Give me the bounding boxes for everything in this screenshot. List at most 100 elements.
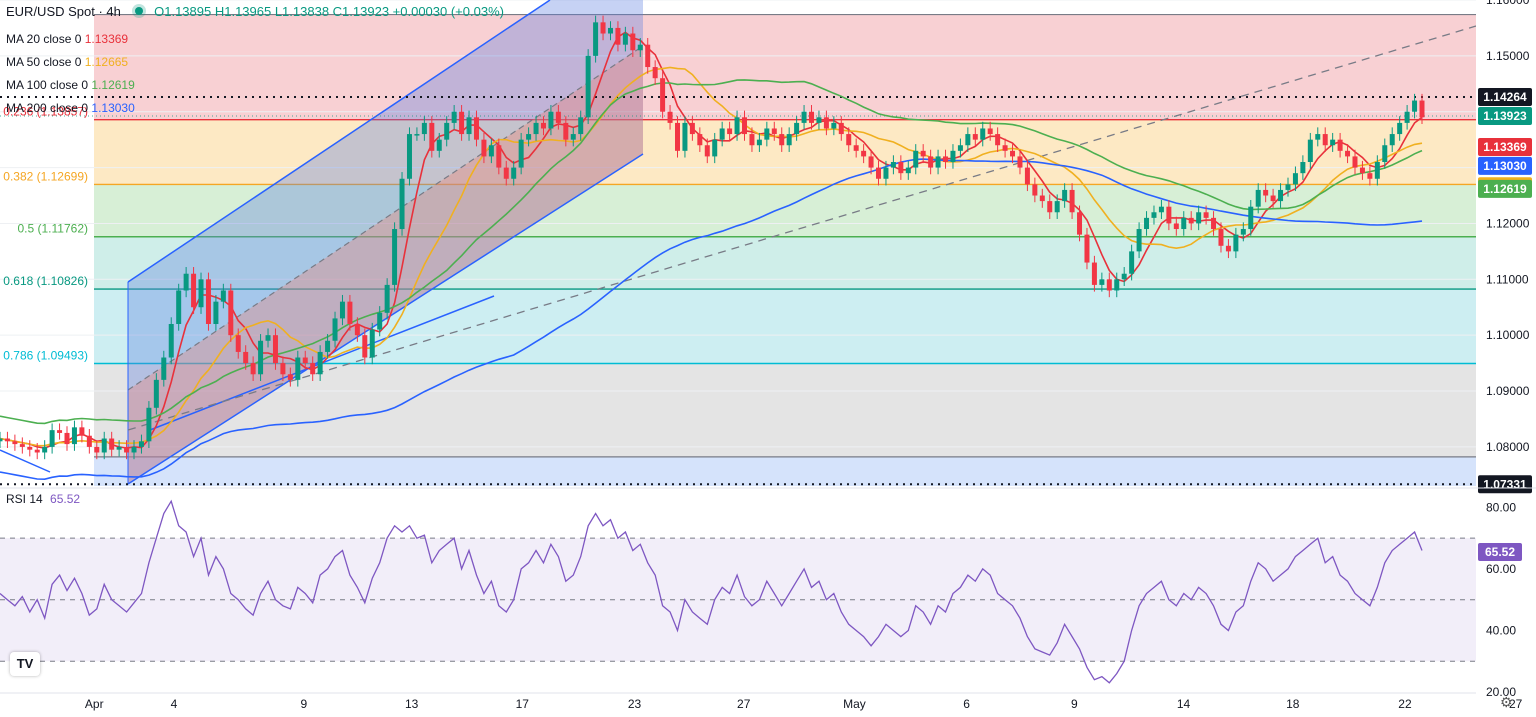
candle-body [27, 446, 33, 450]
candle [4, 431, 10, 449]
rsi-tick-label: 40.00 [1486, 623, 1516, 637]
candle [1240, 222, 1246, 242]
candle-body [496, 145, 502, 168]
candle-body [1240, 229, 1246, 235]
fib-zone [94, 14, 1476, 120]
rsi-header[interactable]: RSI 14 65.52 [6, 492, 80, 506]
trend-line-left [0, 449, 51, 473]
candle [689, 116, 695, 141]
candle-body [786, 134, 792, 146]
candle-body [637, 44, 643, 51]
candle [1069, 183, 1075, 219]
candle-body [809, 111, 815, 123]
candle-body [1278, 189, 1284, 202]
candle-body [473, 117, 479, 140]
legend-ma100[interactable]: MA 100 close 0 1.12619 [6, 74, 135, 97]
ma-line-2 [0, 79, 1423, 425]
candle [1412, 93, 1418, 119]
time-tick-label: 9 [1071, 697, 1078, 711]
gear-icon[interactable]: ⚙ [1500, 694, 1513, 710]
candle [243, 345, 249, 370]
candle-body [362, 335, 368, 358]
candle [377, 306, 383, 337]
price-tick-label: 1.10000 [1486, 328, 1530, 342]
candle-body [868, 156, 874, 168]
price-tick-label: 1.09000 [1486, 384, 1530, 398]
candle-body [205, 279, 211, 324]
legend-ma200[interactable]: MA 200 close 0 1.13030 [6, 97, 135, 120]
candle-body [1173, 223, 1179, 230]
rsi-value: 65.52 [50, 492, 81, 506]
fib-label-0.236: 0.236 (1.13857) [3, 105, 88, 119]
fib-zone [94, 289, 1476, 364]
candle-body [109, 438, 115, 450]
candle [786, 127, 792, 152]
candle-body [176, 290, 182, 324]
candle-body [295, 357, 301, 380]
symbol-title[interactable]: EUR/USD Spot · 4h [6, 4, 121, 19]
candle-body [1359, 167, 1365, 174]
candle-body [898, 162, 904, 174]
price-tick-label: 1.11000 [1486, 272, 1529, 286]
candle-body [1315, 134, 1321, 140]
candle-body [727, 128, 733, 135]
candle [570, 127, 576, 147]
candle [325, 334, 331, 359]
candle [436, 132, 442, 158]
candle [861, 144, 867, 164]
candle-body [459, 111, 465, 135]
candle [727, 121, 733, 141]
legend-ma100-label: MA 100 close 0 [6, 78, 89, 92]
candle [957, 138, 963, 158]
candle [213, 294, 219, 331]
fib-zone [94, 236, 1476, 290]
candle-body [1047, 201, 1053, 213]
candle [1367, 166, 1373, 186]
candle [756, 132, 762, 152]
candle [287, 367, 293, 387]
candle-body [593, 22, 599, 56]
price-tick-label: 1.12000 [1486, 216, 1530, 230]
candle [950, 144, 956, 169]
candle-body [1039, 195, 1045, 202]
candle [1062, 183, 1068, 208]
candle [101, 431, 107, 460]
candle-body [399, 178, 405, 230]
candle [1121, 267, 1127, 287]
candle [540, 116, 546, 136]
candle-body [19, 444, 25, 447]
fib-label-0.5: 0.5 (1.11762) [18, 222, 89, 236]
candle-body [697, 134, 703, 146]
rsi-tick-label: 60.00 [1486, 562, 1516, 576]
candle-body [1181, 217, 1187, 230]
candle [183, 267, 189, 298]
candle-body [764, 128, 770, 140]
legend-ma200-label: MA 200 close 0 [6, 101, 89, 115]
price-axis: 1.160001.150001.140001.130001.120001.110… [1476, 0, 1536, 717]
candle [1106, 272, 1112, 298]
candle [34, 442, 40, 460]
candle [1158, 199, 1164, 219]
candle-body [377, 312, 383, 330]
candle-body [131, 446, 137, 453]
candle-body [957, 145, 963, 151]
tradingview-logo-icon[interactable]: TV [10, 652, 40, 676]
price-label-text: 1.13030 [1483, 159, 1527, 173]
legend-ma50[interactable]: MA 50 close 0 1.12665 [6, 51, 135, 74]
candle-body [570, 134, 576, 140]
candle [1196, 205, 1202, 231]
candle-body [250, 363, 256, 375]
legend-ma20[interactable]: MA 20 close 0 1.13369 [6, 28, 135, 51]
candle [600, 15, 606, 41]
candle-body [347, 301, 353, 324]
candle-body [86, 435, 92, 447]
candle-body [161, 357, 167, 380]
candle [607, 21, 613, 41]
fib-zone [94, 119, 1476, 185]
candle-body [890, 162, 896, 168]
candle-body [1054, 201, 1060, 213]
legend-ma20-label: MA 20 close 0 [6, 32, 82, 46]
candle-body [838, 122, 844, 135]
candle [652, 60, 658, 85]
